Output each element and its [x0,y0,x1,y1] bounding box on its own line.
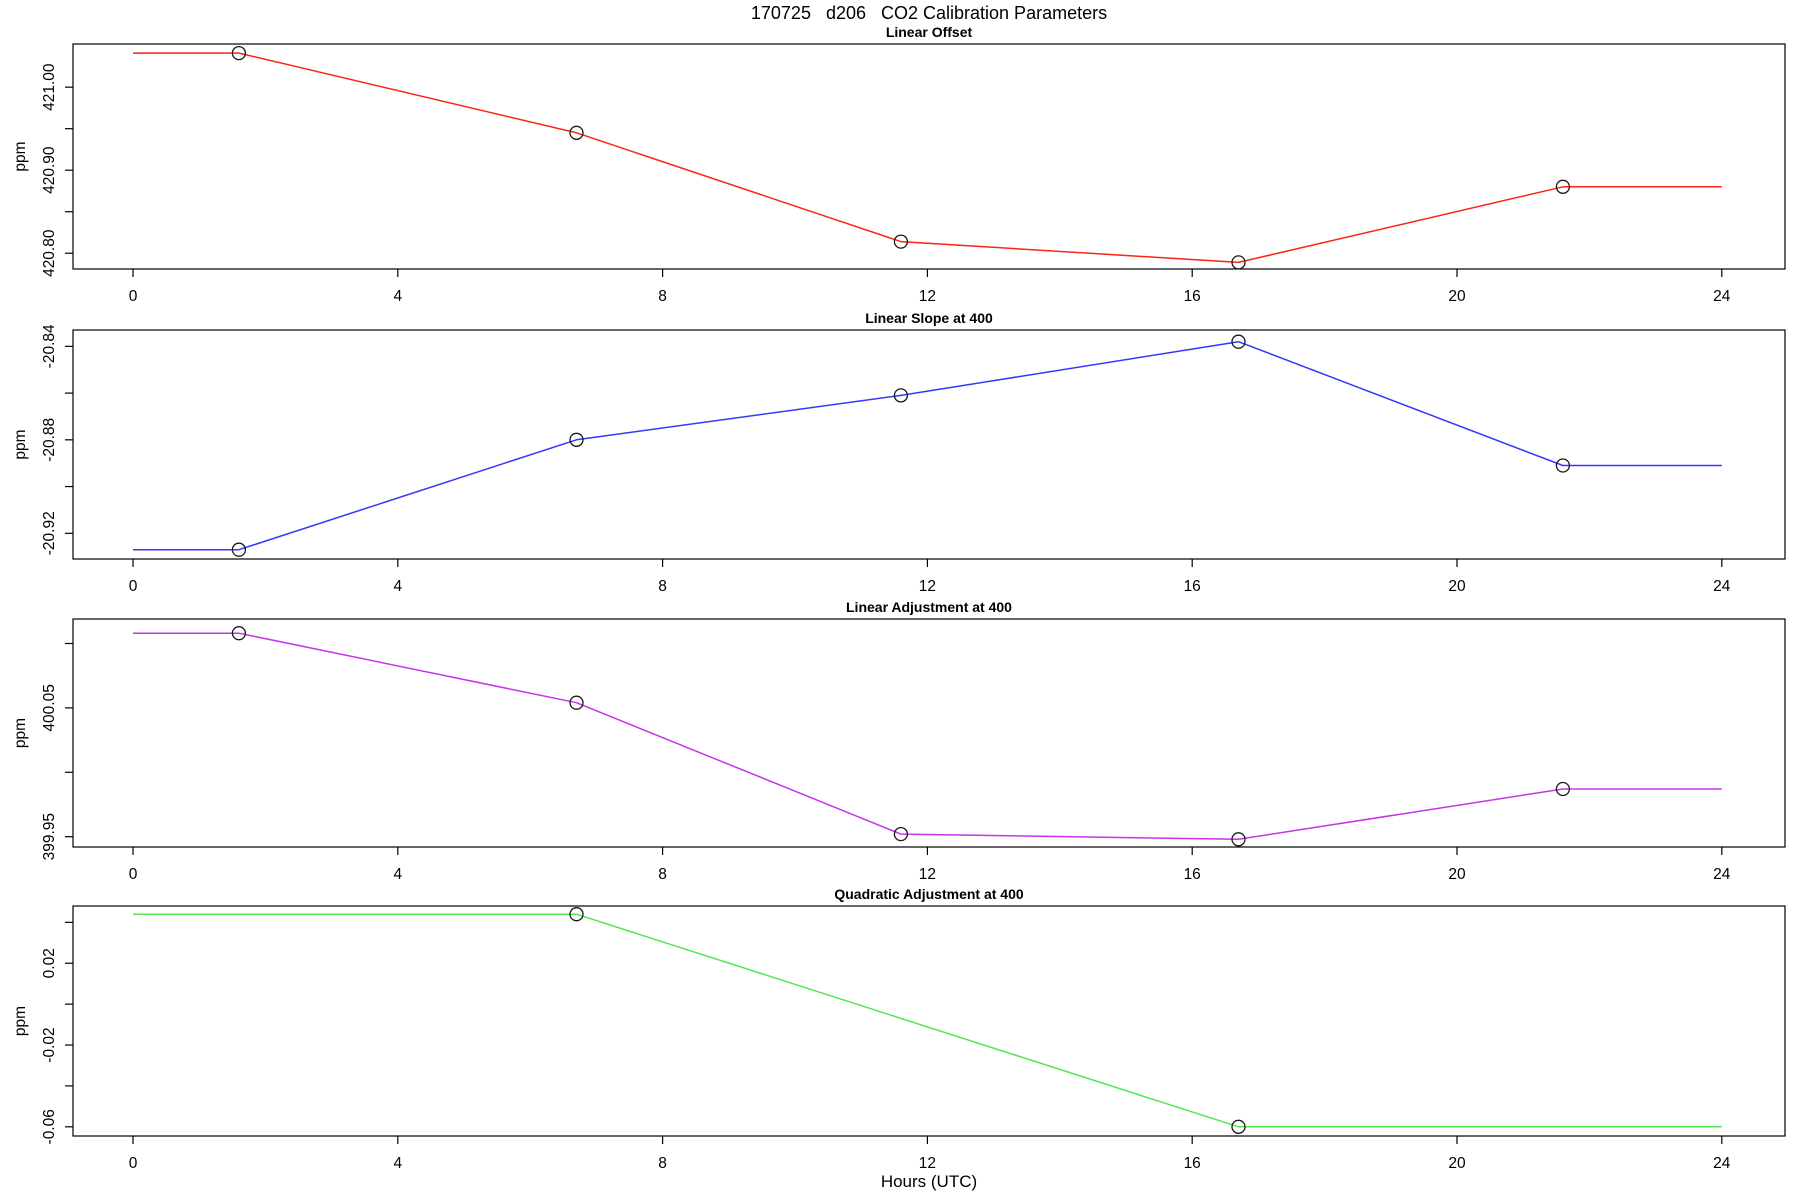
x-tick-label: 0 [129,578,138,595]
x-tick-label: 16 [1184,578,1201,595]
series-line [133,340,1722,551]
y-tick-label: -20.92 [41,511,58,555]
panel-1: Linear Slope at 400 -20.84 -20.88 -20.92 ppm… [12,310,1786,595]
y-tick-label: 400.05 [41,684,58,731]
panel-title: Linear Slope at 400 [865,310,993,326]
data-point [569,907,584,922]
data-point [1555,781,1571,797]
x-tick-label: 4 [393,578,402,595]
y-axis-unit-label: ppm [12,718,29,748]
panel-0: Linear Offset 421.00 420.90 420.80 ppm 0 4 8 12 1… [12,24,1786,305]
data-point [893,234,909,249]
data-point [1555,179,1571,194]
data-point [231,45,247,61]
data-point [893,826,909,842]
panel-title: Linear Adjustment at 400 [846,599,1012,615]
panel-3: Quadratic Adjustment at 400 0.02 -0.02 -0.0… [12,886,1786,1172]
x-tick-label: 8 [658,288,667,305]
series-line [133,632,1722,841]
y-tick-label: 420.80 [41,229,58,277]
x-tick-label: 24 [1713,1155,1731,1172]
data-point [1231,832,1246,847]
x-tick-label: 12 [919,866,936,883]
x-tick-label: 24 [1713,578,1731,595]
data-point [231,542,247,557]
y-tick-label: 0.02 [41,948,58,978]
plot-frame [72,43,1786,270]
panel-title: Linear Offset [886,24,973,40]
x-tick-label: 0 [129,1155,138,1172]
series-line [133,52,1722,264]
y-tick-label: -20.84 [41,324,58,368]
x-tick-label: 20 [1448,288,1466,305]
x-tick-label: 16 [1184,1155,1201,1172]
x-tick-label: 8 [658,1155,667,1172]
y-tick-label: 399.95 [41,813,58,860]
x-tick-label: 0 [129,866,138,883]
y-tick-label: -20.88 [41,418,58,462]
x-tick-label: 4 [393,866,402,883]
figure-title: 170725 d206 CO2 Calibration Parameters [750,3,1108,23]
y-tick-label: 420.90 [41,146,58,194]
y-axis-unit-label: ppm [12,429,29,459]
x-tick-label: 24 [1713,288,1731,305]
data-point [893,388,909,403]
panel-title: Quadratic Adjustment at 400 [834,886,1024,902]
y-tick-label: 421.00 [41,63,58,111]
data-point [569,695,584,710]
plot-frame [72,329,1786,560]
x-axis-title: Hours (UTC) [880,1172,978,1191]
panel-2: Linear Adjustment at 400 400.05 399.95 ppm 0… [12,599,1786,883]
series-line [133,913,1722,1128]
data-point [569,432,584,447]
plot-frame [72,905,1786,1137]
x-tick-label: 4 [393,288,402,305]
x-tick-label: 0 [129,288,138,305]
x-tick-label: 12 [919,288,936,305]
x-tick-label: 20 [1448,866,1466,883]
data-point [1555,458,1571,473]
x-tick-label: 16 [1184,288,1201,305]
x-tick-label: 8 [658,866,667,883]
plot-frame [72,618,1786,848]
data-point [1231,334,1246,349]
x-tick-label: 24 [1713,866,1731,883]
x-tick-label: 12 [919,578,936,595]
y-tick-label: -0.06 [41,1109,58,1144]
x-tick-label: 12 [919,1155,936,1172]
data-point [231,626,247,641]
x-tick-label: 20 [1448,578,1466,595]
data-point [569,125,584,140]
x-tick-label: 16 [1184,866,1201,883]
y-axis-unit-label: ppm [12,1006,29,1036]
x-tick-label: 4 [393,1155,402,1172]
data-point [1231,255,1246,270]
x-tick-label: 8 [658,578,667,595]
x-tick-label: 20 [1448,1155,1466,1172]
data-point [1231,1119,1246,1134]
y-tick-label: -0.02 [41,1027,58,1062]
y-axis-unit-label: ppm [12,141,29,171]
